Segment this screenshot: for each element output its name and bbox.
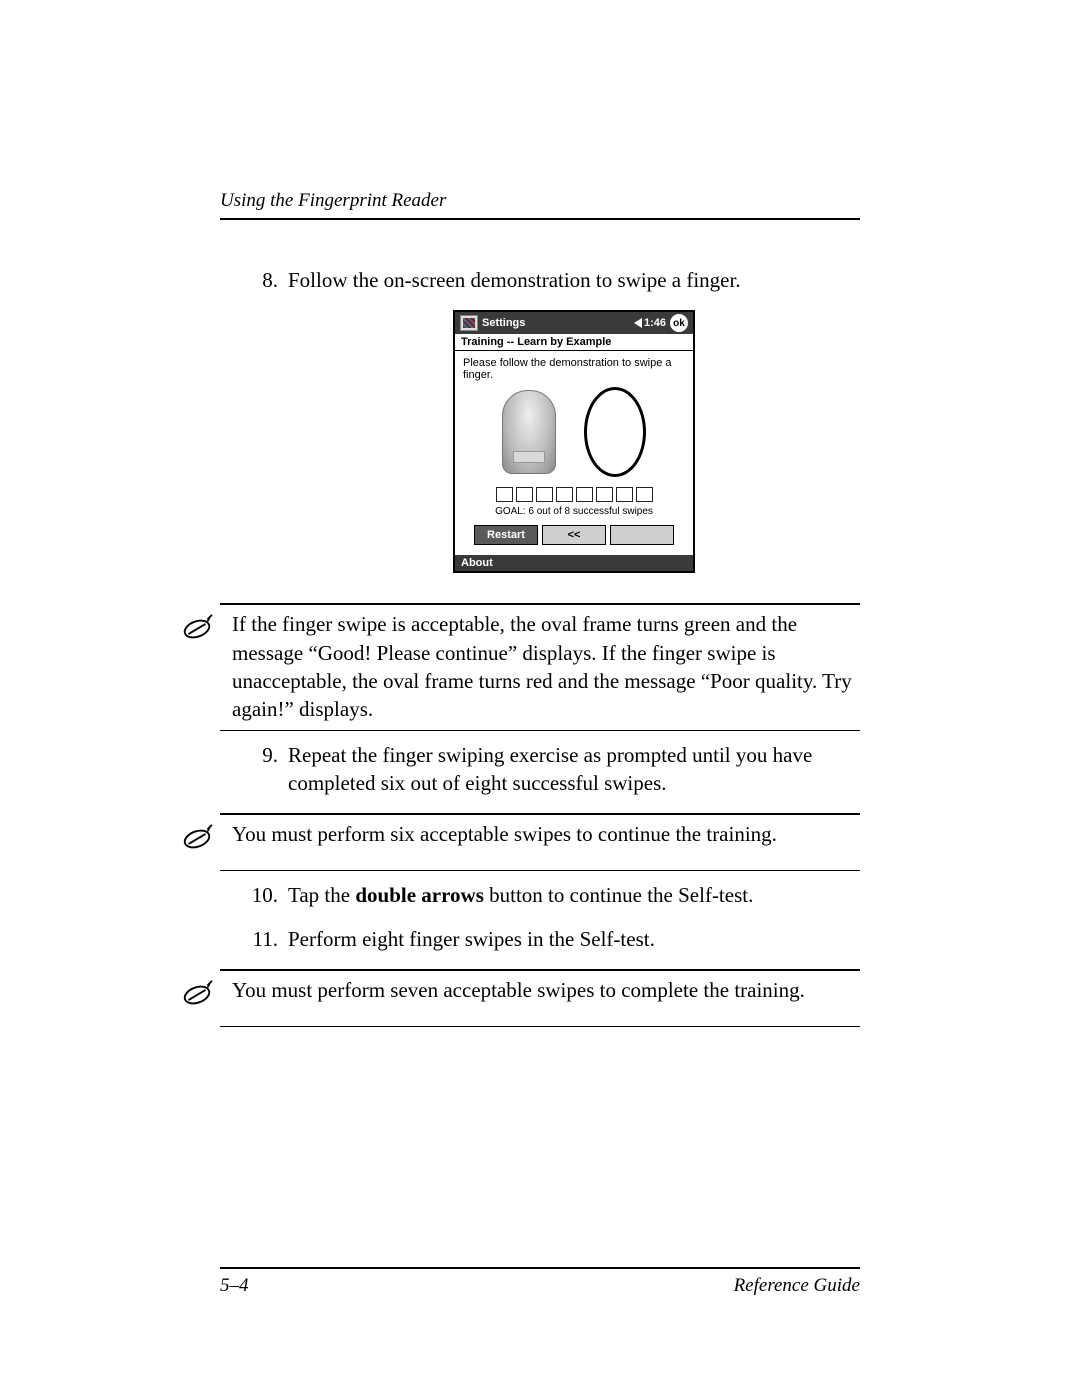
- note-separator: [220, 813, 860, 815]
- swipe-box: [576, 487, 593, 502]
- device-topbar: Settings 1:46 ok: [455, 312, 693, 334]
- page-header-title: Using the Fingerprint Reader: [220, 190, 860, 212]
- note-separator: [220, 730, 860, 731]
- start-flag-icon: [460, 315, 478, 331]
- step-10: 10. Tap the double arrows button to cont…: [220, 881, 860, 909]
- step-8: 8. Follow the on-screen demonstration to…: [220, 266, 860, 294]
- blank-button[interactable]: [610, 525, 674, 545]
- swipe-box: [556, 487, 573, 502]
- swipe-box: [616, 487, 633, 502]
- note-3-text: You must perform seven acceptable swipes…: [232, 976, 860, 1004]
- footer-page-number: 5–4: [220, 1275, 249, 1297]
- note-separator: [220, 1026, 860, 1027]
- note-separator: [220, 969, 860, 971]
- device-subtitle: Training -- Learn by Example: [455, 334, 693, 351]
- swipe-box: [636, 487, 653, 502]
- note-icon: [180, 978, 220, 1019]
- step-10-pre: Tap the: [288, 883, 355, 907]
- step-10-number: 10.: [220, 881, 288, 909]
- fingerprint-demo-icon: [502, 390, 556, 474]
- step-8-text: Follow the on-screen demonstration to sw…: [288, 266, 860, 294]
- ok-button[interactable]: ok: [670, 314, 688, 332]
- double-arrows-button[interactable]: <<: [542, 525, 606, 545]
- step-11: 11. Perform eight finger swipes in the S…: [220, 925, 860, 953]
- step-9-number: 9.: [220, 741, 288, 769]
- fingerprint-target-oval: [584, 387, 646, 477]
- device-time: 1:46: [644, 317, 666, 329]
- swipe-progress-boxes: [463, 487, 685, 502]
- device-topbar-title: Settings: [482, 317, 525, 329]
- note-3: You must perform seven acceptable swipes…: [220, 976, 860, 1019]
- step-9-text: Repeat the finger swiping exercise as pr…: [288, 741, 860, 798]
- device-screenshot: Settings 1:46 ok Training -- Learn by Ex…: [453, 310, 695, 573]
- swipe-box: [496, 487, 513, 502]
- swipe-box: [596, 487, 613, 502]
- page-footer: 5–4 Reference Guide: [220, 1267, 860, 1297]
- note-separator: [220, 870, 860, 871]
- note-1: If the finger swipe is acceptable, the o…: [220, 610, 860, 723]
- footer-guide-label: Reference Guide: [734, 1275, 860, 1297]
- note-2-text: You must perform six acceptable swipes t…: [232, 820, 860, 848]
- note-icon: [180, 822, 220, 863]
- note-2: You must perform six acceptable swipes t…: [220, 820, 860, 863]
- device-goal-text: GOAL: 6 out of 8 successful swipes: [463, 506, 685, 517]
- step-10-text: Tap the double arrows button to continue…: [288, 881, 860, 909]
- step-8-number: 8.: [220, 266, 288, 294]
- swipe-box: [536, 487, 553, 502]
- device-instruction: Please follow the demonstration to swipe…: [463, 357, 685, 381]
- restart-button[interactable]: Restart: [474, 525, 538, 545]
- step-11-number: 11.: [220, 925, 288, 953]
- note-icon: [180, 612, 220, 653]
- header-rule: [220, 218, 860, 220]
- speaker-icon: [634, 318, 642, 328]
- step-11-text: Perform eight finger swipes in the Self-…: [288, 925, 860, 953]
- step-10-bold: double arrows: [355, 883, 484, 907]
- note-separator: [220, 603, 860, 605]
- step-10-post: button to continue the Self-test.: [484, 883, 753, 907]
- note-1-text: If the finger swipe is acceptable, the o…: [232, 610, 860, 723]
- step-9: 9. Repeat the finger swiping exercise as…: [220, 741, 860, 798]
- device-about-tab[interactable]: About: [455, 555, 693, 571]
- swipe-box: [516, 487, 533, 502]
